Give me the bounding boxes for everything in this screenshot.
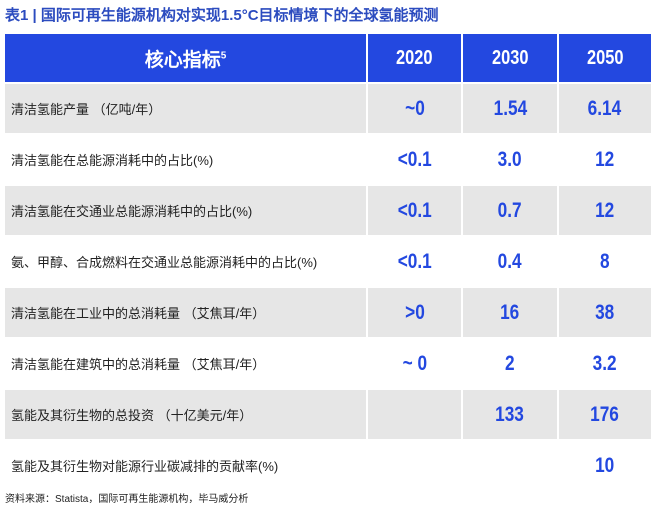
cell-2030: 16: [462, 286, 559, 338]
cell-2050: 176: [557, 388, 651, 440]
table-row: 氢能及其衍生物的总投资 （十亿美元/年） 133 176: [5, 388, 651, 440]
cell-value: 0.4: [497, 249, 522, 273]
cell-value: 6.14: [588, 96, 622, 120]
cell-value: <0.1: [397, 249, 432, 273]
table-row: 清洁氢能产量 （亿吨/年） ~0 1.54 6.14: [5, 82, 651, 134]
cell-value: >0: [404, 300, 425, 324]
row-label: 氨、甲醇、合成燃料在交通业总能源消耗中的占比(%): [5, 235, 368, 287]
cell-2050: 8: [557, 235, 651, 287]
cell-2020: <0.1: [367, 235, 464, 287]
table-row: 氢能及其衍生物对能源行业碳减排的贡献率(%) 10: [5, 439, 651, 490]
row-label: 清洁氢能产量 （亿吨/年）: [5, 82, 368, 134]
cell-2030: 1.54: [462, 82, 559, 134]
cell-2030: 133: [462, 388, 559, 440]
header-2020: 2020: [367, 34, 464, 83]
cell-value: <0.1: [397, 147, 432, 171]
header-year: 2050: [586, 46, 624, 69]
cell-value: 3.0: [497, 147, 522, 171]
row-label: 清洁氢能在建筑中的总消耗量 （艾焦耳/年）: [5, 337, 368, 389]
cell-2020: <0.1: [367, 184, 464, 236]
cell-value: 8: [600, 249, 610, 273]
header-indicator-label: 核心指标: [144, 49, 221, 71]
cell-2050: 10: [557, 439, 651, 490]
table-row: 氨、甲醇、合成燃料在交通业总能源消耗中的占比(%) <0.1 0.4 8: [5, 235, 651, 287]
cell-2030: 3.0: [462, 133, 559, 185]
cell-2050: 6.14: [557, 82, 651, 134]
header-indicator: 核心指标5: [5, 34, 368, 83]
cell-value: 10: [595, 453, 615, 477]
cell-2030: 0.7: [462, 184, 559, 236]
footnote-marker: 5: [220, 50, 227, 62]
header-year: 2020: [396, 46, 433, 69]
cell-2020: [367, 439, 464, 490]
cell-value: 176: [590, 402, 620, 426]
cell-2030: 2: [462, 337, 559, 389]
cell-2020: <0.1: [367, 133, 464, 185]
cell-2050: 12: [557, 133, 651, 185]
cell-value: ~ 0: [402, 351, 427, 375]
table-row: 清洁氢能在建筑中的总消耗量 （艾焦耳/年） ~ 0 2 3.2: [5, 337, 651, 389]
cell-value: 12: [595, 147, 615, 171]
cell-value: 12: [595, 198, 615, 222]
cell-2050: 12: [557, 184, 651, 236]
table-row: 清洁氢能在总能源消耗中的占比(%) <0.1 3.0 12: [5, 133, 651, 185]
source-note: 资料来源：Statista，国际可再生能源机构，毕马威分析: [5, 494, 249, 505]
row-label: 清洁氢能在交通业总能源消耗中的占比(%): [5, 184, 368, 236]
header-year: 2030: [491, 46, 529, 69]
table-title: 表1 | 国际可再生能源机构对实现1.5°C目标情境下的全球氢能预测: [5, 7, 439, 24]
cell-2020: [367, 388, 464, 440]
cell-2050: 3.2: [557, 337, 651, 389]
cell-2020: ~0: [367, 82, 464, 134]
cell-value: ~0: [404, 96, 425, 120]
cell-2020: ~ 0: [367, 337, 464, 389]
cell-value: <0.1: [397, 198, 432, 222]
cell-2020: >0: [367, 286, 464, 338]
table-row: 清洁氢能在交通业总能源消耗中的占比(%) <0.1 0.7 12: [5, 184, 651, 236]
header-2030: 2030: [462, 34, 559, 83]
cell-2030: 0.4: [462, 235, 559, 287]
row-label: 氢能及其衍生物对能源行业碳减排的贡献率(%): [5, 439, 368, 490]
cell-value: 1.54: [493, 96, 527, 120]
cell-2030: [462, 439, 559, 490]
cell-value: 0.7: [497, 198, 522, 222]
cell-value: 3.2: [592, 351, 617, 375]
row-label: 清洁氢能在总能源消耗中的占比(%): [5, 133, 368, 185]
cell-value: 133: [495, 402, 525, 426]
cell-value: 2: [505, 351, 515, 375]
cell-2050: 38: [557, 286, 651, 338]
header-2050: 2050: [557, 34, 651, 83]
table-row: 清洁氢能在工业中的总消耗量 （艾焦耳/年） >0 16 38: [5, 286, 651, 338]
cell-value: 16: [500, 300, 520, 324]
cell-value: 38: [595, 300, 615, 324]
hydrogen-forecast-table: 核心指标5 2020 2030 2050 清洁氢能产量 （亿吨/年） ~0 1.54…: [5, 34, 651, 490]
row-label: 氢能及其衍生物的总投资 （十亿美元/年）: [5, 388, 368, 440]
row-label: 清洁氢能在工业中的总消耗量 （艾焦耳/年）: [5, 286, 368, 338]
header-row: 核心指标5 2020 2030 2050: [5, 34, 651, 83]
